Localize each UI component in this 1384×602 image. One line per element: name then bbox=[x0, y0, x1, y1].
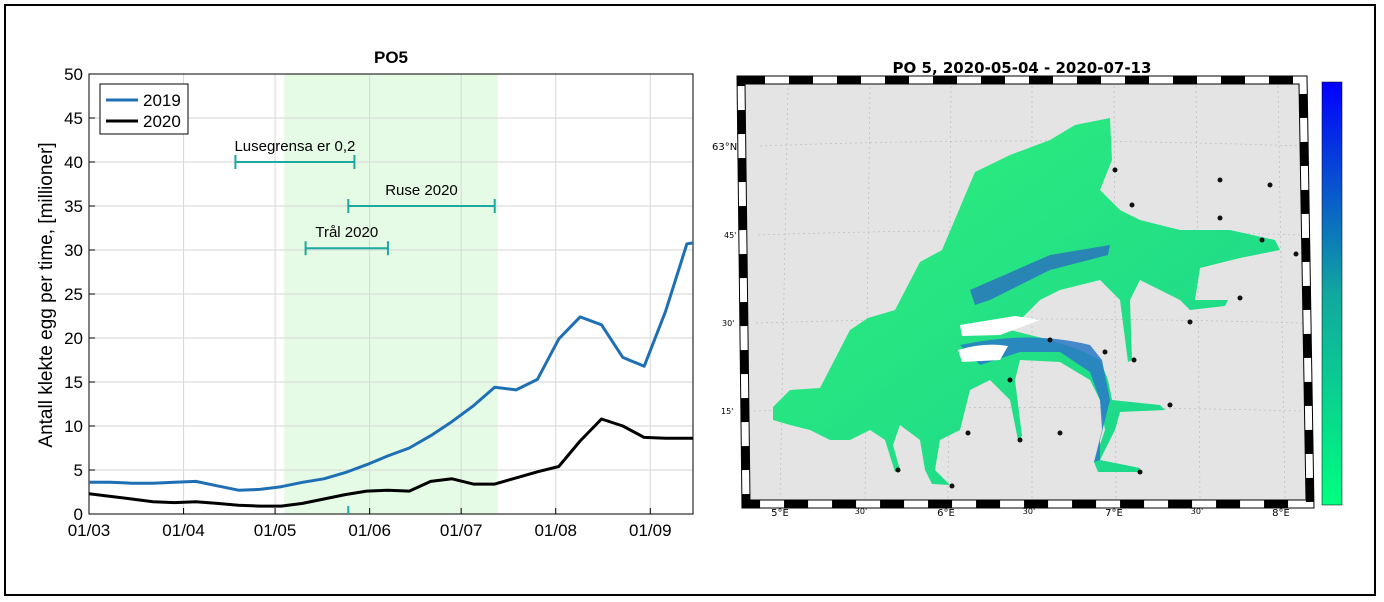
legend: 2019 2020 bbox=[99, 83, 189, 135]
map-x-tick-3: 30' bbox=[1023, 507, 1035, 516]
chart-title: PO5 bbox=[374, 48, 408, 67]
y-tick-label: 20 bbox=[64, 329, 83, 348]
sea-area bbox=[773, 118, 1280, 485]
map-y-tick-3: 15' bbox=[721, 407, 733, 416]
map-x-tick-4: 7°E bbox=[1105, 508, 1123, 519]
map-y-tick-0: 63°N bbox=[712, 142, 737, 153]
colorbar bbox=[1321, 81, 1343, 506]
station-dots bbox=[895, 167, 1299, 489]
interval-label: Lusegrensa er 0,2 bbox=[234, 138, 355, 155]
y-tick-label: 30 bbox=[64, 241, 83, 260]
interval-label: Ruse 2020 bbox=[385, 182, 458, 199]
series-line-2019 bbox=[89, 241, 693, 492]
y-axis-label: Antall klekte egg per time, [millioner] bbox=[36, 142, 57, 447]
y-tick-label: 10 bbox=[64, 417, 83, 436]
x-tick-label: 01/04 bbox=[162, 521, 205, 540]
series-line-2020 bbox=[89, 417, 693, 508]
x-tick-label: 01/03 bbox=[68, 521, 111, 540]
interval-0: Lusegrensa er 0,2 bbox=[234, 138, 356, 169]
interval-2: Trål 2020 bbox=[304, 224, 389, 256]
map-x-tick-0: 5°E bbox=[771, 508, 789, 519]
x-tick-label: 01/09 bbox=[629, 521, 672, 540]
interval-1: Ruse 2020 bbox=[347, 182, 496, 213]
axis-ticks: 0 5 10 15 20 25 30 35 40 45 50 01/03 01/04 01/05 01/06… bbox=[64, 65, 671, 540]
y-tick-label: 15 bbox=[64, 373, 83, 392]
legend-label-2019: 2019 bbox=[143, 91, 181, 110]
y-tick-label: 45 bbox=[64, 109, 83, 128]
map-x-tick-2: 6°E bbox=[937, 508, 955, 519]
y-tick-label: 50 bbox=[64, 65, 83, 84]
interval-label: Trål 2020 bbox=[315, 224, 378, 241]
y-tick-label: 0 bbox=[74, 505, 83, 524]
map-y-tick-1: 45' bbox=[724, 231, 736, 240]
map-title: PO 5, 2020-05-04 - 2020-07-13 bbox=[893, 59, 1152, 77]
map-border bbox=[736, 75, 1315, 509]
legend-label-2020: 2020 bbox=[143, 112, 181, 131]
y-tick-label: 25 bbox=[64, 285, 83, 304]
x-tick-label: 01/08 bbox=[534, 521, 577, 540]
map-x-tick-5: 30' bbox=[1191, 507, 1203, 516]
y-tick-label: 35 bbox=[64, 197, 83, 216]
y-tick-label: 40 bbox=[64, 153, 83, 172]
map-x-tick-1: 30' bbox=[855, 507, 867, 516]
interval-bars: Lusegrensa er 0,2 Ruse 2020 Trål 2020 bbox=[234, 138, 496, 514]
y-tick-label: 5 bbox=[74, 461, 83, 480]
series-lines bbox=[89, 241, 693, 508]
figure-frame bbox=[4, 4, 1376, 596]
x-tick-label: 01/05 bbox=[254, 521, 297, 540]
map-y-tick-2: 30' bbox=[722, 319, 734, 328]
map-x-tick-6: 8°E bbox=[1272, 508, 1290, 519]
x-tick-label: 01/07 bbox=[440, 521, 483, 540]
x-tick-label: 01/06 bbox=[348, 521, 391, 540]
